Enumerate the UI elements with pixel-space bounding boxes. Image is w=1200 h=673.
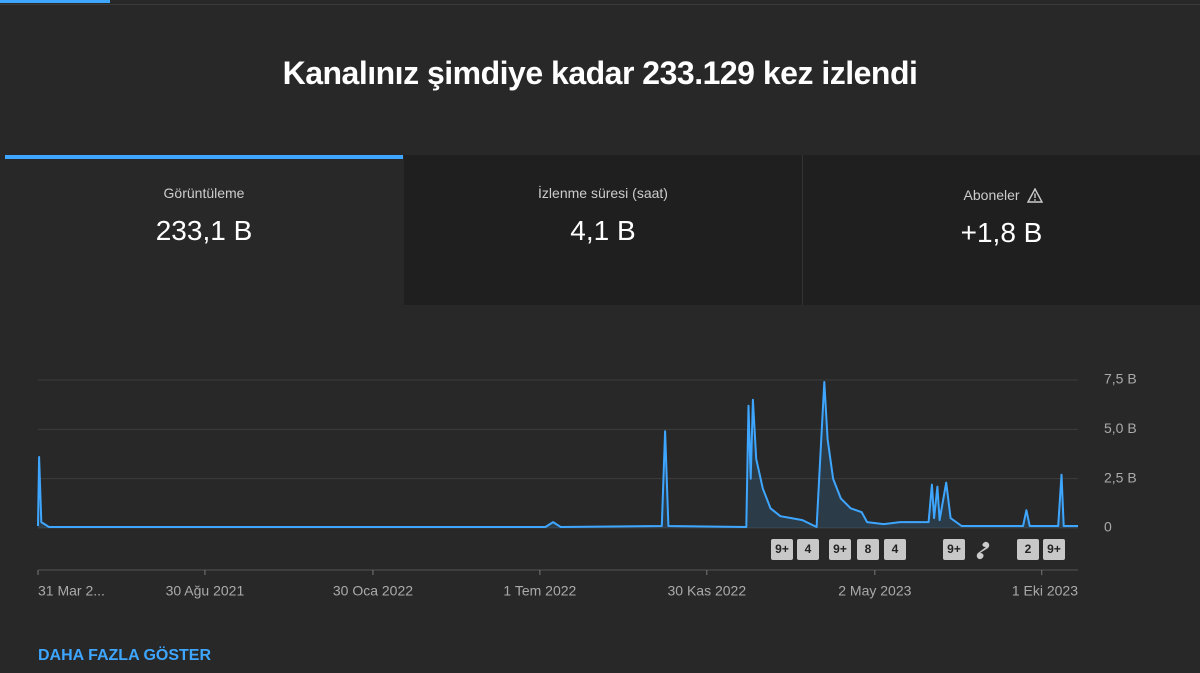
- marker-badge: [943, 539, 965, 560]
- marker-badge: [884, 539, 906, 560]
- metric-value: 233,1 B: [155, 215, 253, 246]
- event-marker[interactable]: 8: [857, 539, 879, 560]
- x-tick-label: 1 Eki 2023: [1012, 583, 1078, 599]
- shorts-icon: [976, 541, 990, 560]
- event-marker[interactable]: 2: [1017, 539, 1039, 560]
- y-tick-label: 7,5 B: [1104, 371, 1137, 387]
- x-tick-label: 30 Ağu 2021: [166, 583, 245, 599]
- x-tick-label: 31 Mar 2...: [38, 583, 105, 599]
- marker-label: 9+: [775, 542, 789, 556]
- metric-label: Görüntüleme: [163, 185, 245, 201]
- marker-label: 9+: [833, 542, 847, 556]
- marker-badge: [829, 539, 851, 560]
- metric-label: İzlenme süresi (saat): [538, 185, 668, 201]
- divider: [0, 4, 1200, 5]
- metric-label-row: Aboneler: [803, 185, 1200, 203]
- metric-value: 4,1 B: [570, 215, 636, 246]
- metric-value: +1,8 B: [960, 217, 1043, 248]
- x-tick-label: 30 Kas 2022: [667, 583, 746, 599]
- chart: 0 2,5 B 5,0 B 7,5 B 31 Mar 2... 30 Ağu 2021 30…: [37, 371, 1137, 599]
- warning-icon: [1027, 187, 1044, 203]
- metric-tab[interactable]: İzlenme süresi (saat) 4,1 B: [404, 155, 803, 305]
- marker-badge: [1017, 539, 1039, 560]
- top-tab-indicator: [0, 0, 110, 3]
- area: [38, 382, 1078, 528]
- line: [37, 381, 1078, 528]
- x-tick-label: 30 Oca 2022: [333, 583, 413, 599]
- x-tick-label: 1 Tem 2022: [503, 583, 576, 599]
- y-tick-label: 0: [1104, 519, 1112, 535]
- marker-label: 9+: [947, 542, 961, 556]
- page-title: Kanalınız şimdiye kadar 233.129 kez izle…: [282, 55, 918, 91]
- event-marker[interactable]: 4: [797, 539, 819, 560]
- marker-badge: [797, 539, 819, 560]
- marker-badge: [1043, 539, 1065, 560]
- y-tick-label: 2,5 B: [1104, 469, 1137, 485]
- event-marker[interactable]: 9+: [829, 539, 851, 560]
- metric-label: Aboneler: [963, 187, 1020, 203]
- y-tick-label: 5,0 B: [1104, 420, 1137, 436]
- marker-label: 8: [865, 542, 872, 556]
- marker-badge: [771, 539, 793, 560]
- metric-tab[interactable]: Aboneler +1,8 B: [803, 155, 1200, 305]
- event-marker[interactable]: 9+: [943, 539, 965, 560]
- event-marker[interactable]: 9+: [771, 539, 793, 560]
- marker-label: 4: [892, 542, 899, 556]
- marker-label: 4: [805, 542, 812, 556]
- x-tick-label: 2 May 2023: [838, 583, 911, 599]
- marker-label: 2: [1025, 542, 1032, 556]
- marker-label: 9+: [1047, 542, 1061, 556]
- show-more-link[interactable]: DAHA FAZLA GÖSTER: [38, 647, 212, 664]
- marker-badge: [857, 539, 879, 560]
- event-marker[interactable]: 9+: [1043, 539, 1065, 560]
- event-marker[interactable]: 4: [884, 539, 906, 560]
- metric-tab[interactable]: Görüntüleme 233,1 B: [5, 155, 403, 305]
